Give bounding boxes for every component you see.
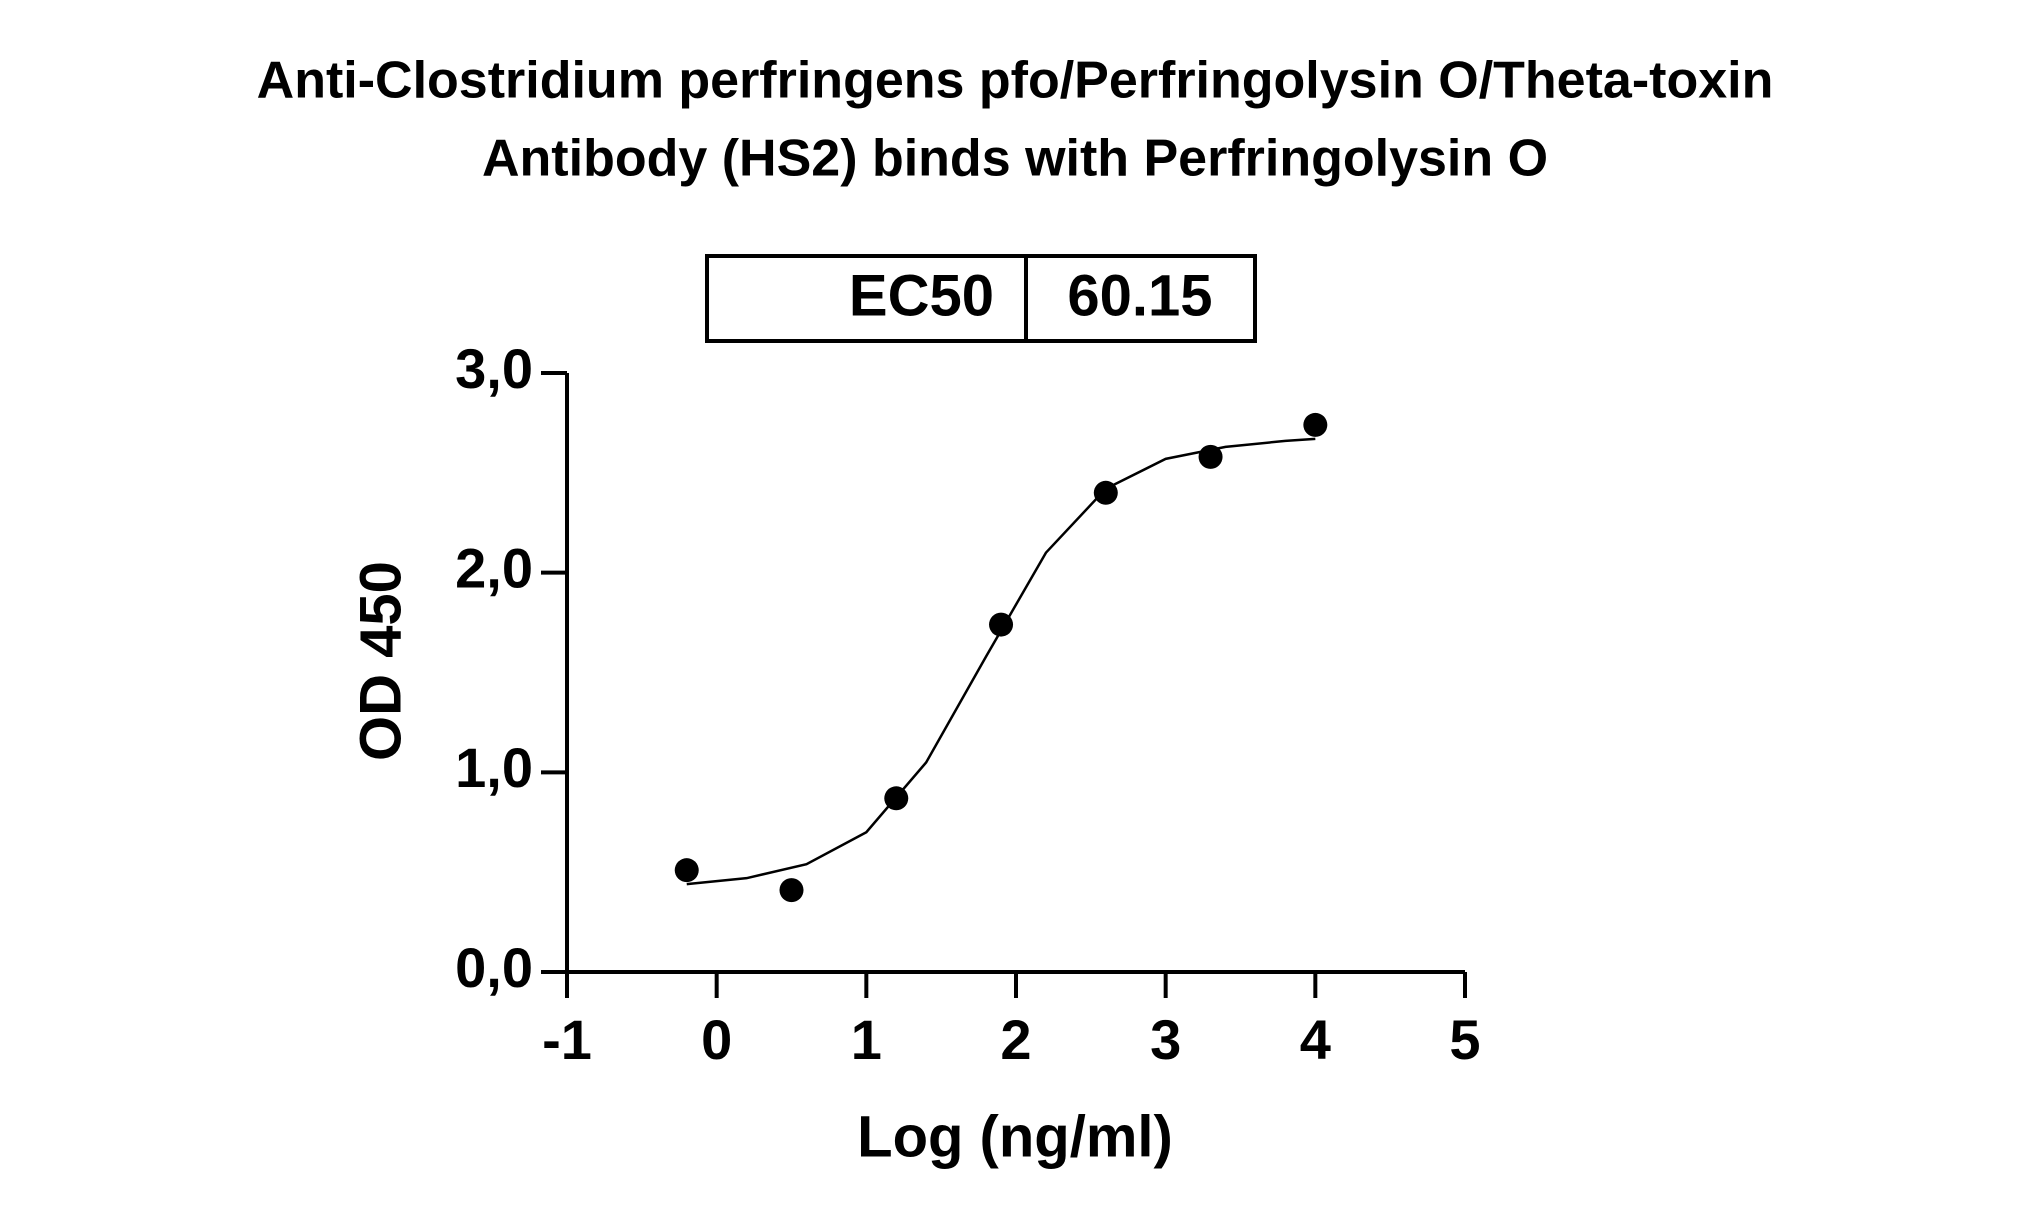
y-tick-label: 2,0 <box>455 536 533 599</box>
y-tick-label: 0,0 <box>455 936 533 999</box>
x-tick-label: 5 <box>1449 1008 1480 1071</box>
data-point <box>674 858 699 883</box>
ec50-table <box>705 254 1257 343</box>
x-axis-label: Log (ng/ml) <box>857 1104 1173 1169</box>
x-tick-label: -1 <box>542 1008 592 1071</box>
chart-title: Antibody (HS2) binds with Perfringolysin… <box>482 130 1548 188</box>
data-point <box>1093 480 1118 505</box>
x-tick-label: 1 <box>851 1008 882 1071</box>
data-point <box>884 786 909 811</box>
data-point <box>989 612 1014 637</box>
ec50-value: 60.15 <box>1067 263 1212 328</box>
x-tick-label: 2 <box>1000 1008 1031 1071</box>
y-tick-label: 3,0 <box>455 337 533 400</box>
chart-title: Anti-Clostridium perfringens pfo/Perfrin… <box>257 52 1774 110</box>
y-axis-label: OD 450 <box>348 561 413 761</box>
data-point <box>779 878 804 903</box>
ec50-label: EC50 <box>849 263 994 328</box>
data-point <box>1303 412 1328 437</box>
data-point <box>1198 444 1223 469</box>
x-tick-label: 4 <box>1300 1008 1331 1071</box>
x-tick-label: 0 <box>701 1008 732 1071</box>
x-tick-label: 3 <box>1150 1008 1181 1071</box>
fit-curve <box>686 437 1316 886</box>
y-tick-label: 1,0 <box>455 736 533 799</box>
